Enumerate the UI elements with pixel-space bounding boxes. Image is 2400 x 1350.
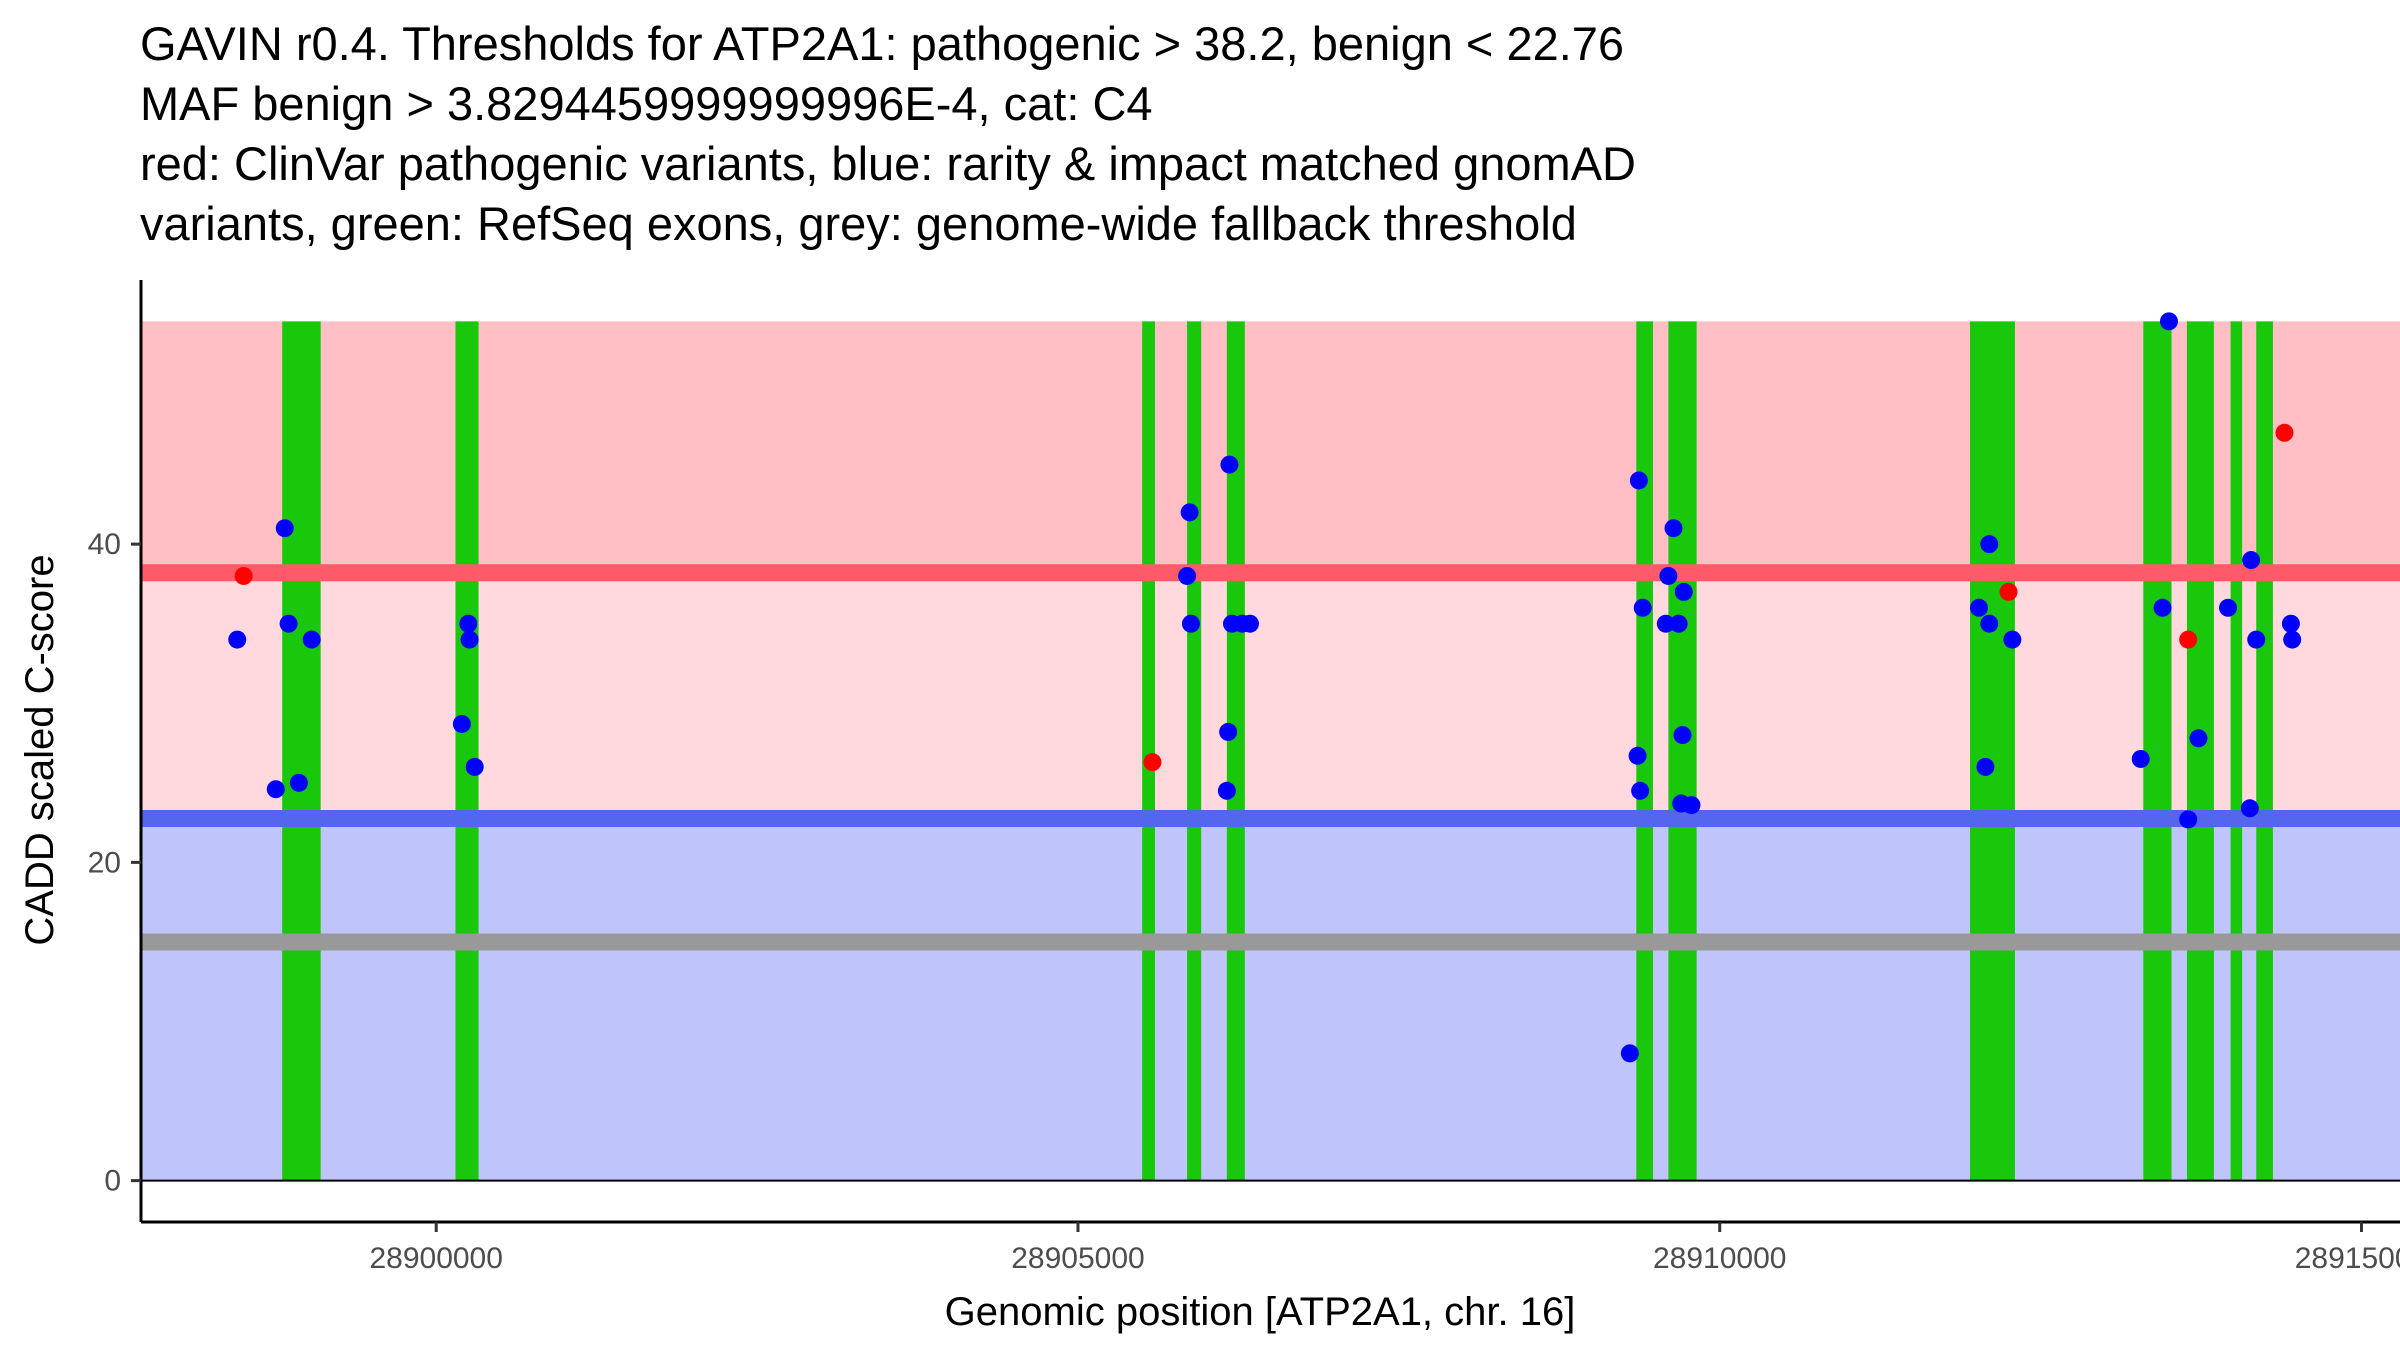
x-tick-label: 28910000 (1653, 1242, 1786, 1275)
gnomad-point (1674, 582, 1693, 601)
gnomad-point (1631, 781, 1650, 800)
gnomad-point (2242, 551, 2261, 570)
clinvar-point (1999, 582, 2018, 601)
x-tick-label: 28905000 (1011, 1242, 1144, 1275)
threshold-bands (141, 321, 2400, 1181)
threshold-lines (141, 564, 2400, 1182)
chart-title: GAVIN r0.4. Thresholds for ATP2A1: patho… (140, 14, 2340, 254)
gnomad-point (1180, 503, 1199, 522)
gnomad-point (1976, 757, 1995, 776)
gnomad-point (1178, 566, 1197, 585)
y-tick-label: 0 (104, 1165, 121, 1198)
exon-bar (1226, 321, 1245, 1181)
exon-bar (2143, 321, 2172, 1181)
gnomad-point (465, 757, 484, 776)
gnomad-point (228, 630, 247, 649)
gnomad-point (1980, 535, 1999, 554)
gnomad-point (2003, 630, 2022, 649)
exon-bar (1142, 321, 1155, 1181)
axes: 0 20 40 28900000 28905000 28910000 28915000 (88, 280, 2400, 1275)
gnomad-point (1633, 598, 1652, 617)
gnomad-point (2159, 312, 2178, 331)
uncertain-zone (141, 572, 2400, 819)
clinvar-point (2179, 630, 2198, 649)
gnomad-point (2281, 614, 2300, 633)
gnomad-point (459, 614, 478, 633)
gnomad-point (266, 780, 285, 799)
title-line-2: MAF benign > 3.8294459999999996E-4, cat:… (140, 77, 1153, 130)
gnomad-point (1220, 455, 1239, 474)
gnomad-point (1240, 614, 1259, 633)
clinvar-point (1143, 753, 1162, 772)
gnomad-point (2283, 630, 2302, 649)
gnomad-point (460, 630, 479, 649)
gnomad-point (1673, 726, 1692, 745)
gnomad-point (1682, 796, 1701, 815)
gnomad-point (275, 519, 294, 538)
exon-bar (282, 321, 321, 1181)
gnomad-point (2189, 729, 2208, 748)
gnomad-point (1181, 614, 1200, 633)
pathogenic-zone (141, 321, 2400, 573)
exon-bar (2186, 321, 2214, 1181)
gnomad-point (1970, 598, 1989, 617)
gnomad-point (1629, 471, 1648, 490)
gnomad-point (289, 773, 308, 792)
gnomad-point (1664, 519, 1683, 538)
gnomad-point (2240, 799, 2259, 818)
gnomad-point (1620, 1044, 1639, 1063)
exon-bar (1187, 321, 1202, 1181)
y-tick-label: 20 (88, 846, 121, 879)
clinvar-point (234, 566, 253, 585)
gnomad-point (1656, 614, 1675, 633)
y-axis-title: CADD scaled C-score (18, 554, 62, 945)
gnomad-point (1217, 781, 1236, 800)
gnomad-point (2247, 630, 2266, 649)
benign-zone (141, 818, 2400, 1181)
x-tick-label: 28900000 (369, 1242, 502, 1275)
exon-bar (1668, 321, 1697, 1181)
gnomad-point (279, 614, 298, 633)
gnomad-point (2179, 810, 2198, 829)
clinvar-point (2275, 423, 2294, 442)
exon-bar (455, 321, 479, 1181)
exon-bar (1970, 321, 2015, 1181)
gnomad-point (2131, 749, 2150, 768)
gnomad-point (1980, 614, 1999, 633)
exon-bar (2230, 321, 2243, 1181)
title-line-4: variants, green: RefSeq exons, grey: gen… (140, 197, 1577, 250)
y-tick-label: 40 (88, 528, 121, 561)
gnomad-point (1659, 566, 1678, 585)
gnomad-point (1669, 614, 1688, 633)
title-line-3: red: ClinVar pathogenic variants, blue: … (140, 137, 1636, 190)
gnomad-point (2219, 598, 2238, 617)
variant-points (228, 312, 2302, 1063)
gnomad-point (1628, 746, 1647, 765)
x-tick-label: 28915000 (2295, 1242, 2400, 1275)
gnomad-point (2153, 598, 2172, 617)
exon-bar (2256, 321, 2273, 1181)
x-axis-title: Genomic position [ATP2A1, chr. 16] (945, 1290, 1576, 1334)
gnomad-point (302, 630, 321, 649)
gnomad-point (452, 714, 471, 733)
gnomad-point (1219, 722, 1238, 741)
title-line-1: GAVIN r0.4. Thresholds for ATP2A1: patho… (140, 17, 1625, 70)
